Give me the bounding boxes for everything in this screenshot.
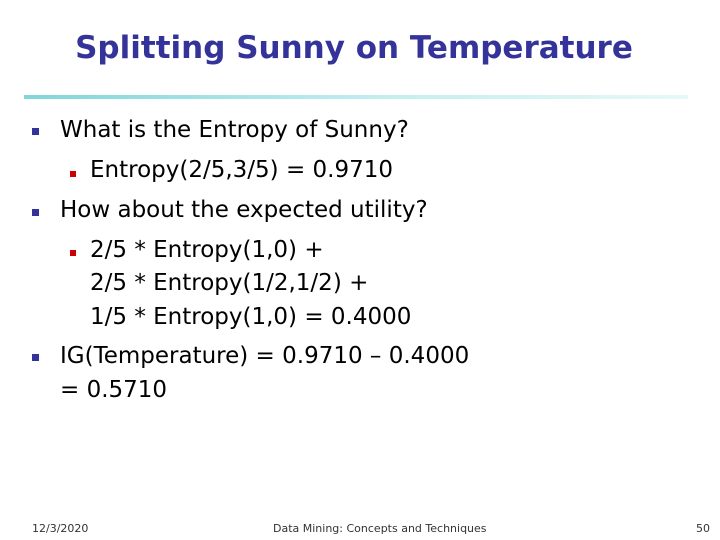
page-number: 50	[696, 522, 710, 535]
title-divider	[24, 95, 688, 99]
bullet-icon	[32, 209, 39, 216]
sub-bullet-text: 2/5 * Entropy(1,0) +	[90, 237, 324, 263]
sub-bullet-icon	[70, 250, 76, 256]
sub-bullet-icon	[70, 171, 76, 177]
bullet-text: How about the expected utility?	[60, 197, 428, 223]
sub-bullet-text: 1/5 * Entropy(1,0) = 0.4000	[90, 304, 412, 330]
bullet-text: What is the Entropy of Sunny?	[60, 117, 409, 143]
bullet-icon	[32, 354, 39, 361]
footer-title: Data Mining: Concepts and Techniques	[273, 522, 487, 535]
sub-bullet-text: 2/5 * Entropy(1/2,1/2) +	[90, 270, 369, 296]
bullet-icon	[32, 128, 39, 135]
bullet-text: IG(Temperature) = 0.9710 – 0.4000	[60, 343, 470, 369]
sub-bullet-text: Entropy(2/5,3/5) = 0.9710	[90, 157, 394, 183]
footer-date: 12/3/2020	[32, 522, 89, 535]
page-title: Splitting Sunny on Temperature	[75, 30, 633, 66]
bullet-text-continuation: = 0.5710	[60, 377, 168, 403]
